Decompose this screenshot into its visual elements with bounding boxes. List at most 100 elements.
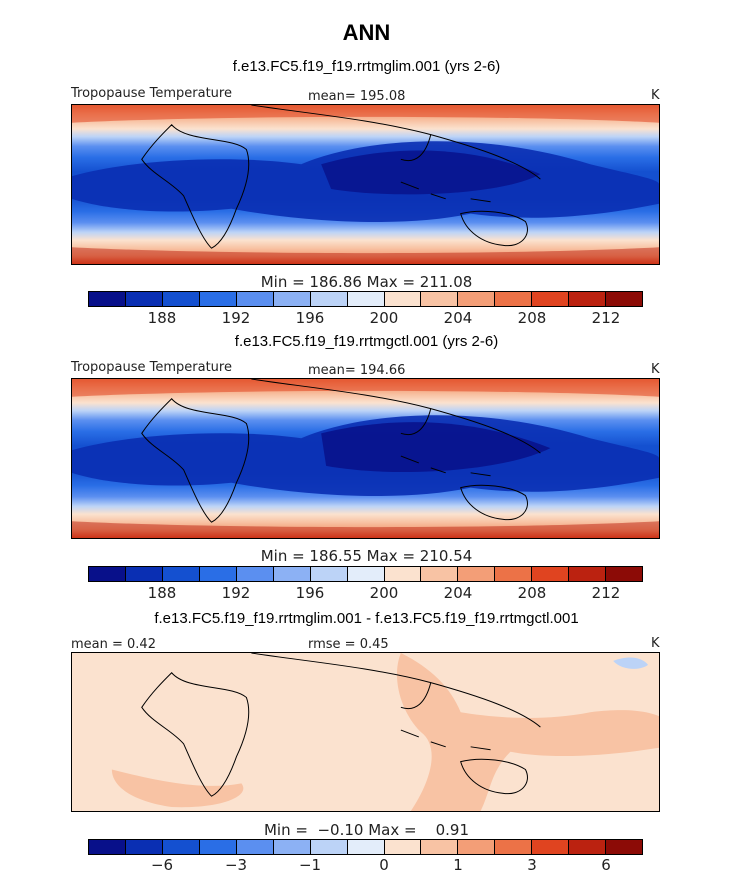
panel1-mean-label: mean= 195.08 bbox=[308, 89, 406, 104]
colorbar-swatch bbox=[457, 567, 495, 581]
colorbar-tick-label: 196 bbox=[295, 309, 325, 327]
colorbar-swatch bbox=[124, 292, 162, 306]
colorbar-swatch bbox=[235, 567, 273, 581]
colorbar-swatch bbox=[161, 840, 199, 854]
colorbar-tick-label: −6 bbox=[150, 856, 174, 874]
panel1-warm-north bbox=[72, 105, 659, 123]
panel1-warm-south bbox=[72, 247, 659, 264]
panel3-negative-region bbox=[613, 657, 649, 669]
panel1-units-label: K bbox=[651, 88, 660, 103]
colorbar-tick-label: 6 bbox=[601, 856, 611, 874]
colorbar-swatch bbox=[309, 840, 347, 854]
panel1-minmax: Min = 186.86 Max = 211.08 bbox=[260, 273, 473, 291]
colorbar-swatch bbox=[420, 292, 458, 306]
colorbar-swatch bbox=[124, 567, 162, 581]
colorbar-swatch bbox=[309, 292, 347, 306]
panel2-map bbox=[71, 378, 660, 539]
colorbar-swatch bbox=[457, 292, 495, 306]
panel3-map bbox=[71, 652, 660, 812]
panel1-variable-label: Tropopause Temperature bbox=[71, 86, 232, 101]
colorbar-swatch bbox=[346, 567, 384, 581]
colorbar-swatch bbox=[272, 292, 310, 306]
colorbar-tick-label: 3 bbox=[527, 856, 537, 874]
colorbar-swatch bbox=[568, 840, 606, 854]
colorbar-tick-label: 200 bbox=[369, 584, 399, 602]
colorbar-swatch bbox=[198, 567, 236, 581]
panel3-coastlines bbox=[141, 653, 541, 797]
panel3-positive-region-south bbox=[111, 769, 244, 808]
colorbar-tick-label: 208 bbox=[517, 584, 547, 602]
colorbar-tick-label: 200 bbox=[369, 309, 399, 327]
colorbar-swatch bbox=[198, 840, 236, 854]
colorbar-tick-label: 208 bbox=[517, 309, 547, 327]
colorbar-swatch bbox=[89, 567, 125, 581]
colorbar-tick-label: −1 bbox=[298, 856, 322, 874]
colorbar-tick-label: 188 bbox=[147, 309, 177, 327]
panel2-colorbar-cells bbox=[89, 567, 643, 581]
colorbar-swatch bbox=[383, 292, 421, 306]
colorbar-swatch bbox=[568, 567, 606, 581]
colorbar-swatch bbox=[235, 840, 273, 854]
panel3-title: f.e13.FC5.f19_f19.rrtmglim.001 - f.e13.F… bbox=[154, 610, 579, 627]
panel3-rmse-label: rmse = 0.45 bbox=[308, 637, 389, 652]
panel2-minmax: Min = 186.55 Max = 210.54 bbox=[260, 547, 473, 565]
colorbar-swatch bbox=[309, 567, 347, 581]
colorbar-tick-label: 204 bbox=[443, 584, 473, 602]
panel3-colorbar-cells bbox=[89, 840, 643, 854]
colorbar-swatch bbox=[161, 567, 199, 581]
colorbar-swatch bbox=[235, 292, 273, 306]
panel2-mean-label: mean= 194.66 bbox=[308, 363, 406, 378]
colorbar-swatch bbox=[89, 840, 125, 854]
colorbar-swatch bbox=[605, 567, 643, 581]
colorbar-tick-label: 204 bbox=[443, 309, 473, 327]
colorbar-swatch bbox=[420, 567, 458, 581]
colorbar-swatch bbox=[494, 840, 532, 854]
colorbar-swatch bbox=[420, 840, 458, 854]
colorbar-tick-label: 212 bbox=[591, 584, 621, 602]
panel1-colorbar bbox=[88, 291, 643, 307]
colorbar-tick-label: 188 bbox=[147, 584, 177, 602]
colorbar-swatch bbox=[383, 840, 421, 854]
panel2-cold-core bbox=[321, 422, 551, 473]
panel2-title: f.e13.FC5.f19_f19.rrtmgctl.001 (yrs 2-6) bbox=[234, 333, 499, 350]
colorbar-tick-label: 192 bbox=[221, 309, 251, 327]
colorbar-swatch bbox=[531, 840, 569, 854]
figure-title: ANN bbox=[342, 20, 391, 45]
panel2-warm-south bbox=[72, 521, 659, 538]
colorbar-tick-label: 192 bbox=[221, 584, 251, 602]
colorbar-swatch bbox=[89, 292, 125, 306]
panel1-coastlines bbox=[141, 105, 541, 249]
colorbar-tick-label: −3 bbox=[224, 856, 248, 874]
colorbar-swatch bbox=[605, 292, 643, 306]
colorbar-swatch bbox=[568, 292, 606, 306]
colorbar-swatch bbox=[531, 567, 569, 581]
colorbar-tick-label: 212 bbox=[591, 309, 621, 327]
colorbar-swatch bbox=[272, 840, 310, 854]
colorbar-swatch bbox=[531, 292, 569, 306]
panel1-colorbar-cells bbox=[89, 292, 643, 306]
colorbar-swatch bbox=[457, 840, 495, 854]
colorbar-tick-label: 1 bbox=[453, 856, 463, 874]
panel3-minmax: Min = −0.10 Max = 0.91 bbox=[263, 821, 470, 839]
colorbar-tick-label: 196 bbox=[295, 584, 325, 602]
panel3-mean-label: mean = 0.42 bbox=[71, 637, 156, 652]
colorbar-swatch bbox=[272, 567, 310, 581]
colorbar-swatch bbox=[494, 567, 532, 581]
panel2-warm-north bbox=[72, 379, 659, 397]
panel1-cold-core bbox=[321, 150, 541, 195]
colorbar-swatch bbox=[605, 840, 643, 854]
panel1-title: f.e13.FC5.f19_f19.rrtmglim.001 (yrs 2-6) bbox=[232, 58, 501, 75]
colorbar-tick-label: 0 bbox=[379, 856, 389, 874]
colorbar-swatch bbox=[383, 567, 421, 581]
panel2-colorbar bbox=[88, 566, 643, 582]
panel3-units-label: K bbox=[651, 636, 660, 651]
panel2-units-label: K bbox=[651, 362, 660, 377]
panel2-coastlines bbox=[141, 379, 541, 523]
colorbar-swatch bbox=[494, 292, 532, 306]
panel2-variable-label: Tropopause Temperature bbox=[71, 360, 232, 375]
panel1-map bbox=[71, 104, 660, 265]
panel3-colorbar bbox=[88, 839, 643, 855]
colorbar-swatch bbox=[346, 840, 384, 854]
colorbar-swatch bbox=[198, 292, 236, 306]
panel3-positive-region bbox=[396, 653, 659, 811]
